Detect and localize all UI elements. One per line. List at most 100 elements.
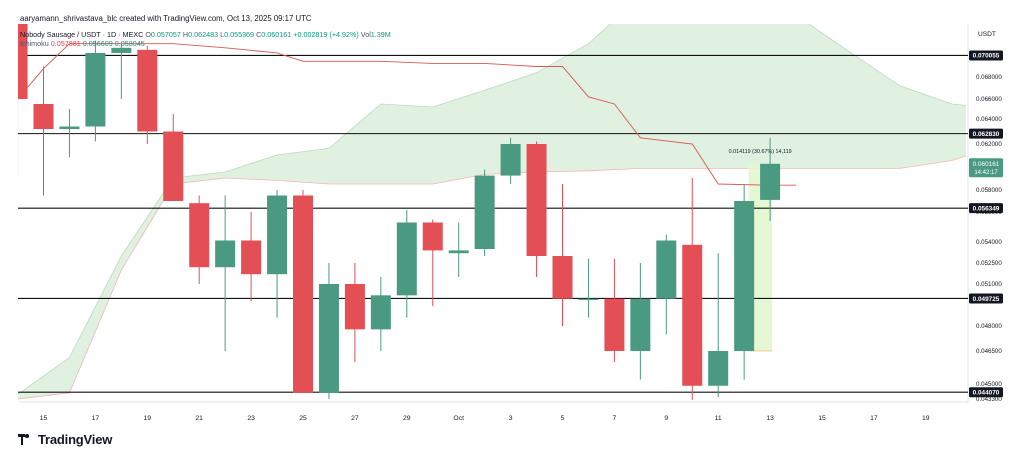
time-tick-label: 21 [195, 415, 203, 422]
last-price-label: 0.060161 [973, 161, 1000, 168]
measure-box [748, 163, 773, 351]
candle-13[interactable] [344, 263, 365, 362]
level-badge-2[interactable] [969, 203, 1003, 214]
low-label: L [220, 30, 225, 39]
candle-2[interactable] [59, 109, 80, 158]
candle-8[interactable] [215, 195, 236, 352]
candle-body [59, 126, 80, 129]
time-tick-label: 11 [715, 415, 722, 422]
close-value: 0.060161 [261, 30, 292, 39]
candle-16[interactable] [422, 219, 443, 307]
time-tick-label: 27 [351, 415, 359, 422]
time-tick-label: 25 [299, 415, 307, 422]
indicator-value-2: 0.056609 [82, 39, 113, 48]
candle-29[interactable] [760, 137, 781, 221]
candle-21[interactable] [552, 184, 573, 326]
candle-12[interactable] [318, 263, 339, 399]
candle-body [578, 298, 599, 300]
close-label: C [256, 30, 262, 39]
time-axis[interactable]: 15 17 19 21 23 25 27 29 Oct 3 5 7 9 11 13 15 17 19 [40, 415, 930, 422]
price-tick-label: 0.058000 [976, 187, 1002, 194]
candle-body [189, 203, 210, 268]
time-tick-label: 5 [561, 415, 565, 422]
price-axis[interactable]: USDT 0.068000 0.066000 0.064000 0.062000 0.06… [969, 31, 1003, 403]
countdown-label: 14:42:17 [974, 170, 998, 176]
candle-11[interactable] [293, 190, 313, 393]
level-badge-3[interactable] [969, 293, 1003, 304]
candle-23[interactable] [604, 258, 625, 362]
open-value: 0.057057 [150, 30, 181, 39]
axis-frame [18, 24, 969, 403]
high-value: 0.062483 [188, 30, 219, 39]
time-tick-label: 13 [766, 415, 774, 422]
candle-6[interactable] [163, 114, 184, 201]
candle-body [656, 240, 677, 299]
ichimoku-baseline [18, 43, 796, 186]
candle-5[interactable] [137, 45, 158, 144]
indicator-value-3: 0.058045 [114, 39, 145, 48]
candle-body [630, 298, 651, 351]
level-badge-label: 0.070055 [973, 53, 1000, 60]
candle-4[interactable] [111, 43, 132, 99]
level-badge-label: 0.062830 [973, 131, 1000, 138]
indicator-legend[interactable]: Ichimoku 0.057881 0.056609 0.058045 [20, 39, 145, 48]
candle-27[interactable] [708, 253, 729, 398]
indicator-name: Ichimoku [20, 39, 49, 48]
time-tick-label: 17 [870, 415, 878, 422]
open-label: O [145, 30, 151, 39]
currency-label: USDT [978, 31, 996, 38]
candle-body [708, 351, 729, 386]
low-value: 0.055369 [224, 30, 255, 39]
price-tick-label: 0.068000 [976, 74, 1002, 81]
horizontal-levels[interactable] [18, 54, 968, 393]
price-tick-label: 0.066000 [976, 96, 1002, 103]
candle-20[interactable] [526, 141, 547, 278]
level-badge-4[interactable] [969, 387, 1003, 398]
candle-28[interactable] [734, 184, 755, 380]
candle-body [500, 144, 521, 176]
price-tick-label: 0.048000 [976, 323, 1002, 330]
time-tick-label: 19 [144, 415, 152, 422]
candle-body [370, 295, 391, 330]
time-tick-label: 15 [818, 415, 826, 422]
candle-10[interactable] [267, 190, 288, 318]
candle-body [215, 240, 236, 268]
level-badge-label: 0.056349 [973, 205, 1000, 212]
candle-14[interactable] [370, 277, 391, 351]
candle-19[interactable] [500, 137, 521, 184]
price-tick-label: 0.046500 [976, 348, 1002, 355]
candle-7[interactable] [189, 195, 210, 285]
last-price-badge[interactable] [969, 158, 1003, 178]
candle-17[interactable] [448, 222, 469, 278]
candle-9[interactable] [241, 212, 262, 301]
change-value: +0.002819 (+4.92%) [293, 30, 359, 39]
level-badge-1[interactable] [969, 128, 1003, 139]
candle-25[interactable] [656, 234, 677, 335]
cloud-upper-edge [18, 24, 966, 395]
candle-26[interactable] [682, 178, 703, 400]
time-tick-label: 23 [247, 415, 255, 422]
candle-0[interactable] [8, 10, 28, 178]
tradingview-logo-icon [18, 434, 34, 445]
candle-22[interactable] [578, 258, 599, 318]
candle-body [526, 144, 547, 256]
level-badge-0[interactable] [969, 50, 1003, 61]
candle-body [111, 47, 132, 53]
candle-body [734, 201, 755, 351]
candle-15[interactable] [396, 209, 417, 318]
price-tick-label: 0.052500 [976, 260, 1002, 267]
candle-3[interactable] [85, 40, 106, 142]
price-tick-label: 0.054000 [976, 239, 1002, 246]
candle-1[interactable] [33, 66, 54, 196]
candle-body [552, 256, 573, 299]
candles[interactable] [8, 10, 781, 400]
time-tick-label: 3 [509, 415, 513, 422]
price-tick-label: 0.062000 [976, 141, 1002, 148]
tradingview-logo[interactable]: TradingView [18, 432, 112, 447]
candle-24[interactable] [630, 263, 651, 380]
candle-18[interactable] [474, 169, 495, 256]
candle-body [422, 222, 443, 251]
baseline-line [18, 43, 796, 186]
symbol-legend[interactable]: Nobody Sausage / USDT · 1D · MEXC O0.057… [20, 30, 391, 39]
